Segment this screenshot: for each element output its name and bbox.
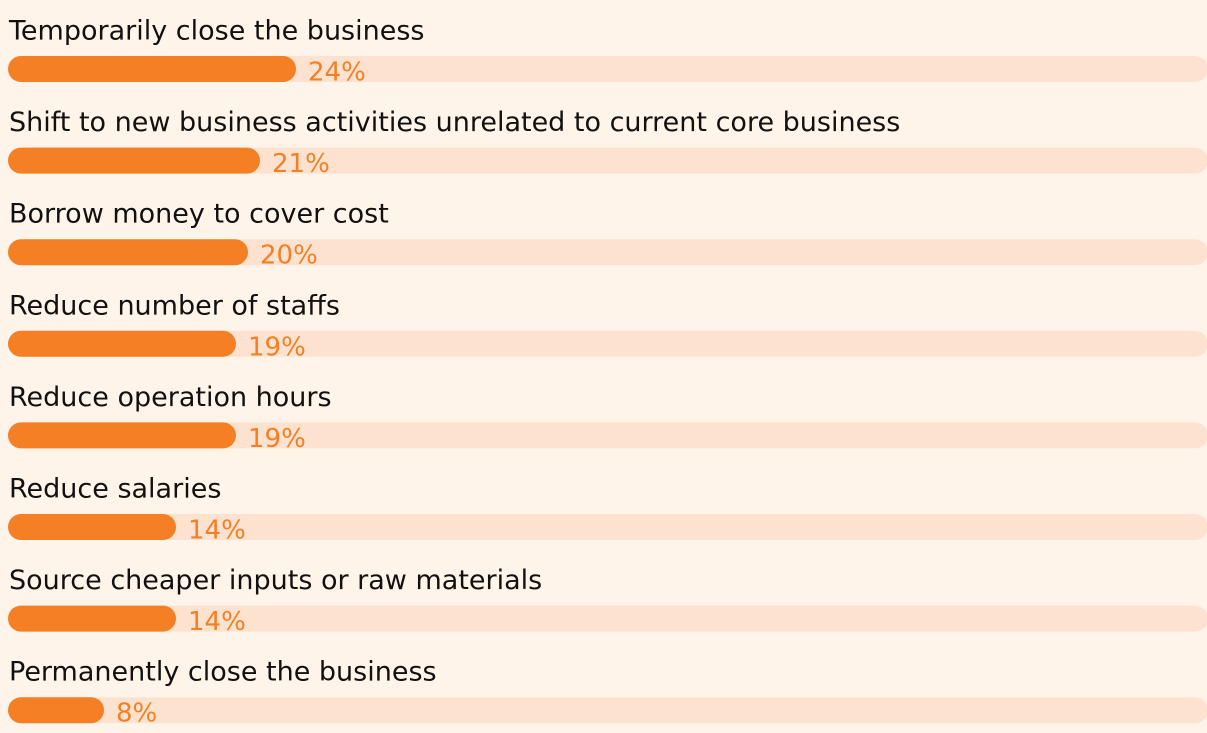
bar (8, 605, 176, 632)
bar-track (8, 697, 1207, 724)
bar-track (8, 56, 1207, 82)
bar (8, 422, 236, 449)
category-label: Borrow money to cover cost (9, 199, 389, 230)
category-label: Source cheaper inputs or raw materials (9, 565, 542, 596)
value-label: 19% (248, 424, 306, 454)
value-label: 24% (308, 58, 366, 88)
bar (8, 514, 176, 540)
bar-track (8, 514, 1207, 540)
bar (8, 147, 260, 174)
category-label: Temporarily close the business (8, 16, 424, 47)
bar-track (8, 330, 1207, 357)
value-label: 14% (188, 607, 246, 637)
bar (8, 330, 236, 357)
value-label: 14% (188, 516, 246, 546)
value-label: 8% (116, 699, 157, 729)
category-label: Reduce operation hours (9, 382, 332, 413)
bar-track (8, 422, 1207, 449)
value-label: 19% (248, 332, 306, 362)
category-label: Reduce salaries (9, 474, 221, 505)
value-label: 21% (272, 149, 330, 179)
category-label: Permanently close the business (9, 657, 437, 688)
bar-track (8, 147, 1207, 174)
category-label: Shift to new business activities unrelat… (9, 107, 900, 138)
bar-track (8, 239, 1207, 266)
bar (8, 239, 248, 266)
category-label: Reduce number of staffs (9, 290, 340, 321)
bar (8, 697, 104, 724)
value-label: 20% (260, 241, 318, 271)
bar-track (8, 605, 1207, 632)
bar (8, 56, 296, 82)
